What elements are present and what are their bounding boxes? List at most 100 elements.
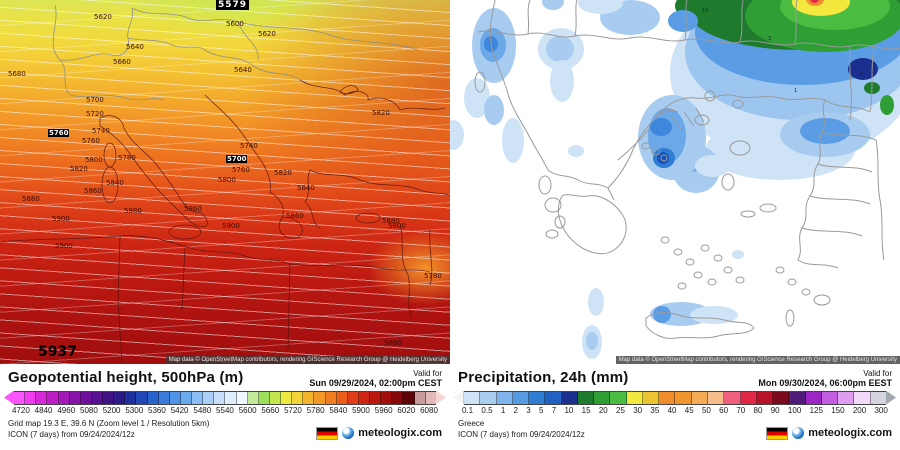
contour-label: 5820 [372, 109, 390, 117]
scale-tick-label: 2 [513, 405, 518, 415]
contour-label: 5800 [218, 176, 236, 184]
scale-tick-label: 30 [633, 405, 643, 415]
scale-tick-label: 4720 [12, 405, 30, 415]
contour-label: 5640 [234, 66, 252, 74]
scale-color-cell [370, 391, 382, 404]
contour-label: 5900 [55, 242, 73, 250]
scale-tick-label: 5360 [148, 405, 166, 415]
precip-area [484, 95, 504, 125]
scale-tick-label: 7 [551, 405, 557, 415]
contour-label: 5900 [222, 222, 240, 230]
scale-tick-label: 5480 [193, 405, 212, 415]
scale-color-cell [529, 391, 546, 404]
valid-time: Sun 09/29/2024, 02:00pm CEST [309, 378, 442, 389]
german-flag-icon [766, 426, 789, 440]
scale-tick-label: 5540 [216, 405, 234, 415]
precip-area [650, 118, 672, 136]
scale-tick-row: 4720 4840 4960 5080 5200 5300 5360 5420 5480 5540… [0, 405, 450, 415]
scale-color-cell [773, 391, 790, 404]
scale-color-cell [358, 391, 370, 404]
region-label: Greece [458, 418, 485, 428]
contour-label: 5860 [286, 212, 304, 220]
color-scale-bar [0, 390, 450, 405]
scale-color-cell [36, 391, 48, 404]
scale-color-cell [403, 391, 415, 404]
scale-tick-label: 5900 [352, 405, 370, 415]
contour-label: 5840 [106, 179, 124, 187]
scale-color-cell [838, 391, 855, 404]
scale-color-cell [854, 391, 871, 404]
scale-color-cell [675, 391, 692, 404]
precip-area [568, 145, 584, 157]
precip-value-label: 3 [768, 36, 772, 42]
scale-tick-label: 1 [500, 405, 506, 415]
scale-color-cell [740, 391, 757, 404]
isohypse-contour-lines [0, 0, 450, 364]
legend-title: Precipitation, 24h (mm) [458, 369, 629, 386]
legend-title: Geopotential height, 500hPa (m) [8, 369, 244, 386]
precipitation-map[interactable]: 10 3 3 1 [450, 0, 900, 364]
scale-arrow-low [4, 390, 14, 405]
model-run-info: ICON (7 days) from 09/24/2024/12z [8, 429, 135, 439]
scale-color-cell [136, 391, 148, 404]
scale-color-cell [169, 391, 181, 404]
scale-tick-label: 300 [874, 405, 888, 415]
scale-color-cell [545, 391, 562, 404]
contour-label: 5860 [184, 205, 202, 213]
scale-arrow-high [436, 390, 446, 405]
scale-tick-label: 70 [736, 405, 746, 415]
scale-tick-label: 25 [616, 405, 625, 415]
contour-label: 5860 [384, 339, 402, 347]
scale-color-cell [203, 391, 215, 404]
contour-label: 5760 [48, 129, 70, 137]
scale-tick-label: 40 [667, 405, 677, 415]
scale-color-cell [269, 391, 281, 404]
color-scale-bar [450, 390, 900, 405]
contour-label: 5680 [8, 70, 26, 78]
scale-tick-label: 0.5 [481, 405, 493, 415]
scale-color-cell [303, 391, 315, 404]
scale-tick-label: 100 [787, 405, 802, 415]
precip-area [690, 306, 738, 324]
scale-color-cell [225, 391, 237, 404]
precipitation-legend: Precipitation, 24h (mm) Valid for Mon 09… [450, 364, 900, 450]
scale-color-cell [281, 391, 293, 404]
contour-label: 5579 [216, 0, 250, 10]
scale-tick-label: 35 [650, 405, 660, 415]
precip-area [695, 155, 730, 177]
contour-label: 5640 [126, 43, 144, 51]
valid-for-label: Valid for [413, 369, 442, 378]
scale-color-cell [69, 391, 81, 404]
scale-color-cell [25, 391, 37, 404]
scale-tick-label: 45 [684, 405, 694, 415]
precip-area [578, 0, 623, 14]
contour-label: 5700 [226, 155, 248, 163]
scale-color-cell [496, 391, 513, 404]
precip-area [668, 10, 698, 32]
scale-tick-label: 6080 [420, 405, 438, 415]
scale-color-cell [659, 391, 676, 404]
scale-color-cell [392, 391, 404, 404]
precip-area [657, 152, 669, 164]
contour-label: 5800 [388, 222, 406, 230]
scale-color-cell [707, 391, 725, 404]
country-borders [0, 4, 450, 364]
scale-tick-label: 5720 [284, 405, 302, 415]
scale-color-cell [192, 391, 204, 404]
precip-area [502, 118, 524, 163]
scale-color-cell [236, 391, 248, 404]
scale-tick-label: 5 [539, 405, 544, 415]
contour-label: 5937 [38, 344, 77, 360]
contour-label: 5620 [94, 13, 112, 21]
scale-color-cell [14, 391, 26, 404]
scale-tick-label: 15 [581, 405, 591, 415]
scale-color-cell [80, 391, 92, 404]
meteologix-brand-link[interactable]: meteologix.com [316, 426, 442, 440]
meteologix-brand-link[interactable]: meteologix.com [766, 426, 892, 440]
brand-text: meteologix.com [808, 427, 892, 440]
brand-text: meteologix.com [358, 427, 442, 440]
scale-color-cell [103, 391, 115, 404]
contour-label: 5880 [124, 207, 142, 215]
scale-tick-label: 5080 [80, 405, 98, 415]
geopotential-map[interactable]: 5579 5937 5760 5700 5620 5600 5620 5640 5640 5660… [0, 0, 450, 364]
